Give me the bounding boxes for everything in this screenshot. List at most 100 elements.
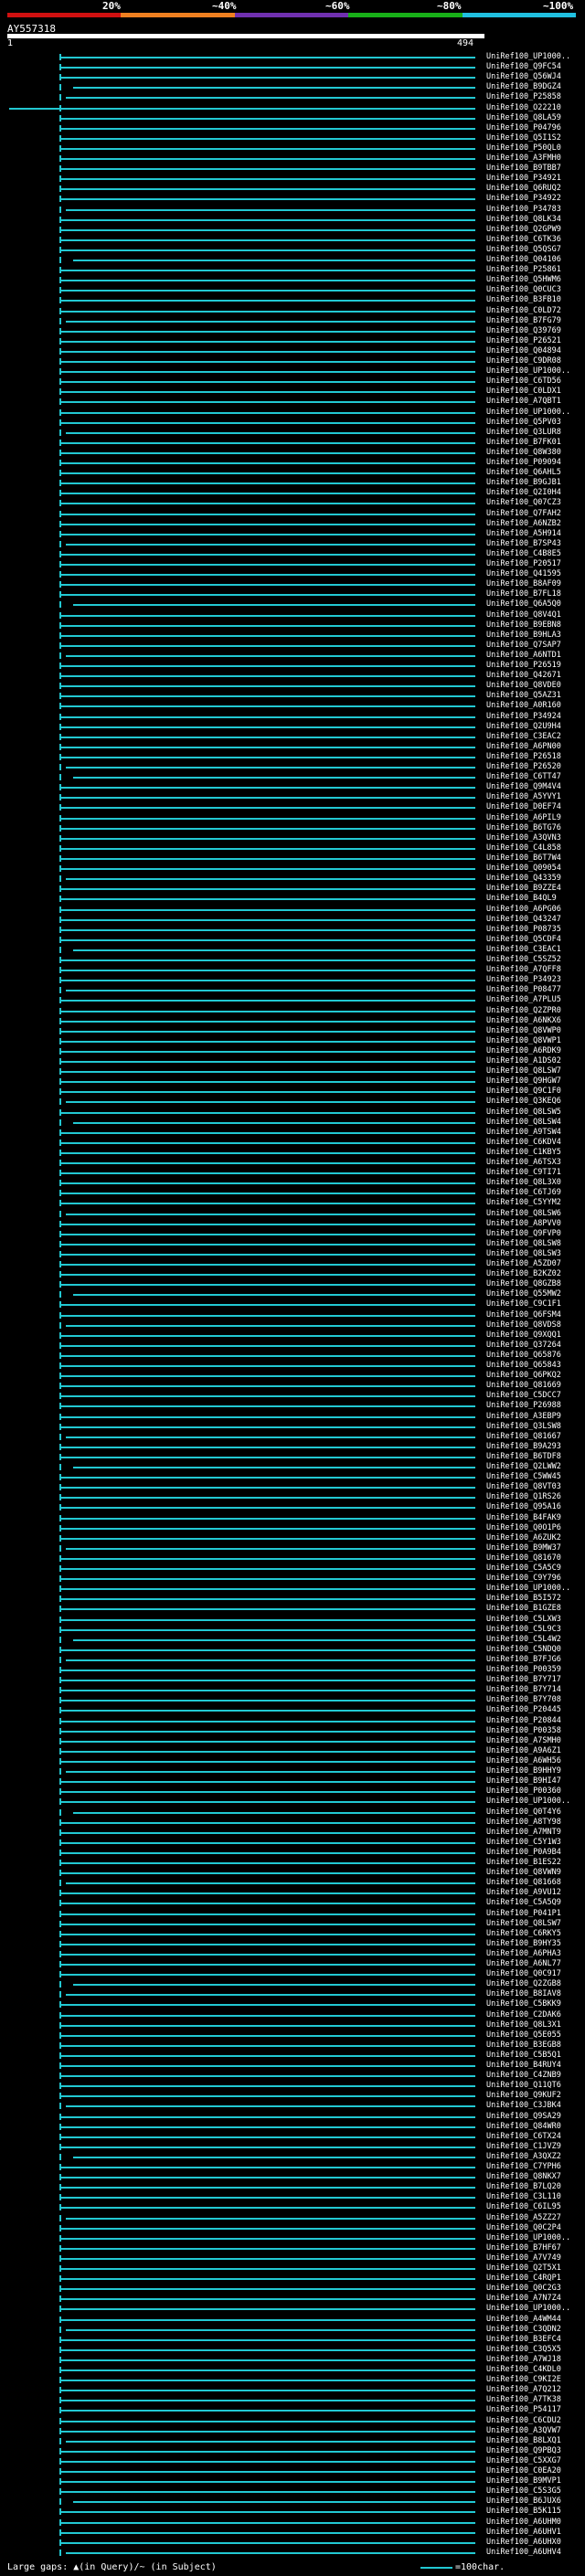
hit-label[interactable]: UniRef100_A7QFF8 — [486, 965, 561, 974]
hit-label[interactable]: UniRef100_P20445 — [486, 1705, 561, 1714]
hit-row[interactable]: UniRef100_A7V749 — [0, 2253, 585, 2264]
hit-row[interactable]: UniRef100_A6UHV1 — [0, 2528, 585, 2539]
hit-row[interactable]: UniRef100_Q2U9H4 — [0, 722, 585, 733]
hit-row[interactable]: UniRef100_A6ZUK2 — [0, 1533, 585, 1544]
hit-label[interactable]: UniRef100_Q65876 — [486, 1351, 561, 1360]
hit-label[interactable]: UniRef100_B9GJB1 — [486, 478, 561, 487]
hit-label[interactable]: UniRef100_Q43359 — [486, 874, 561, 883]
hit-label[interactable]: UniRef100_Q42671 — [486, 671, 561, 680]
hit-label[interactable]: UniRef100_Q8LSW5 — [486, 1108, 561, 1117]
hit-row[interactable]: UniRef100_C7YPH6 — [0, 2162, 585, 2173]
hit-label[interactable]: UniRef100_A3FMH0 — [486, 154, 561, 163]
hit-label[interactable]: UniRef100_P00360 — [486, 1786, 561, 1796]
hit-label[interactable]: UniRef100_B8LXQ1 — [486, 2436, 561, 2445]
hit-row[interactable]: UniRef100_B6TDF8 — [0, 1452, 585, 1463]
hit-label[interactable]: UniRef100_Q8LSW4 — [486, 1118, 561, 1127]
hit-row[interactable]: UniRef100_Q5HWM6 — [0, 275, 585, 286]
hit-row[interactable]: UniRef100_C9Y796 — [0, 1574, 585, 1585]
hit-label[interactable]: UniRef100_Q8V4Q1 — [486, 610, 561, 620]
hit-row[interactable]: UniRef100_B7SP43 — [0, 539, 585, 550]
hit-label[interactable]: UniRef100_C9KI2E — [486, 2375, 561, 2384]
hit-row[interactable]: UniRef100_C6TT47 — [0, 772, 585, 783]
hit-label[interactable]: UniRef100_A7SMH0 — [486, 1736, 561, 1745]
hit-label[interactable]: UniRef100_A6NKX6 — [486, 1016, 561, 1025]
hit-row[interactable]: UniRef100_Q04894 — [0, 346, 585, 357]
hit-row[interactable]: UniRef100_Q6A5Q0 — [0, 599, 585, 610]
hit-label[interactable]: UniRef100_C5L9C3 — [486, 1625, 561, 1634]
hit-row[interactable]: UniRef100_B7FL18 — [0, 589, 585, 600]
hit-row[interactable]: UniRef100_Q55MW2 — [0, 1289, 585, 1300]
hit-row[interactable]: UniRef100_Q81669 — [0, 1381, 585, 1392]
hit-label[interactable]: UniRef100_P041P1 — [486, 1909, 561, 1918]
hit-label[interactable]: UniRef100_P54117 — [486, 2405, 561, 2414]
hit-label[interactable]: UniRef100_C5SZ52 — [486, 955, 561, 964]
hit-row[interactable]: UniRef100_A3QVW7 — [0, 2426, 585, 2437]
hit-label[interactable]: UniRef100_Q5E055 — [486, 2030, 561, 2040]
hit-row[interactable]: UniRef100_Q8LSW5 — [0, 1108, 585, 1118]
hit-label[interactable]: UniRef100_B1GZE8 — [486, 1604, 561, 1613]
hit-label[interactable]: UniRef100_C5DCC7 — [486, 1391, 561, 1400]
hit-label[interactable]: UniRef100_A0R160 — [486, 701, 561, 710]
hit-label[interactable]: UniRef100_A1DS02 — [486, 1056, 561, 1065]
hit-label[interactable]: UniRef100_UP1000.. — [486, 366, 571, 376]
hit-row[interactable]: UniRef100_A7QFF8 — [0, 965, 585, 976]
hit-label[interactable]: UniRef100_Q81669 — [486, 1381, 561, 1390]
hit-row[interactable]: UniRef100_P26518 — [0, 752, 585, 763]
hit-row[interactable]: UniRef100_P34923 — [0, 975, 585, 986]
hit-row[interactable]: UniRef100_Q8GZB8 — [0, 1279, 585, 1290]
hit-row[interactable]: UniRef100_C5S3G5 — [0, 2486, 585, 2497]
hit-label[interactable]: UniRef100_B9MW37 — [486, 1543, 561, 1553]
hit-label[interactable]: UniRef100_Q8LA59 — [486, 113, 561, 122]
hit-label[interactable]: UniRef100_B7Y714 — [486, 1685, 561, 1694]
hit-row[interactable]: UniRef100_Q6FSM4 — [0, 1310, 585, 1321]
hit-label[interactable]: UniRef100_C3L110 — [486, 2192, 561, 2201]
hit-label[interactable]: UniRef100_P00358 — [486, 1726, 561, 1735]
hit-label[interactable]: UniRef100_A5ZZ27 — [486, 2213, 561, 2222]
hit-label[interactable]: UniRef100_A5H914 — [486, 529, 561, 538]
hit-label[interactable]: UniRef100_C5L4W2 — [486, 1635, 561, 1644]
hit-label[interactable]: UniRef100_A6WH56 — [486, 1756, 561, 1765]
hit-label[interactable]: UniRef100_C5A5C9 — [486, 1564, 561, 1573]
hit-label[interactable]: UniRef100_C9Y796 — [486, 1574, 561, 1583]
hit-label[interactable]: UniRef100_B9EBN8 — [486, 620, 561, 630]
hit-label[interactable]: UniRef100_C6IL95 — [486, 2202, 561, 2211]
hit-row[interactable]: UniRef100_Q5E055 — [0, 2030, 585, 2041]
hit-label[interactable]: UniRef100_Q56WJ4 — [486, 72, 561, 81]
hit-row[interactable]: UniRef100_Q43247 — [0, 915, 585, 926]
hit-label[interactable]: UniRef100_Q9FC54 — [486, 62, 561, 71]
hit-row[interactable]: UniRef100_Q9PBQ3 — [0, 2446, 585, 2457]
hit-row[interactable]: UniRef100_B7FK01 — [0, 438, 585, 449]
hit-row[interactable]: UniRef100_B9EBN8 — [0, 620, 585, 631]
hit-label[interactable]: UniRef100_B5I572 — [486, 1594, 561, 1603]
hit-label[interactable]: UniRef100_O22210 — [486, 103, 561, 112]
hit-label[interactable]: UniRef100_P20517 — [486, 559, 561, 568]
hit-row[interactable]: UniRef100_C6RKY5 — [0, 1929, 585, 1940]
hit-label[interactable]: UniRef100_A3QVN3 — [486, 833, 561, 843]
hit-label[interactable]: UniRef100_P08735 — [486, 925, 561, 934]
hit-row[interactable]: UniRef100_P20517 — [0, 559, 585, 570]
hit-label[interactable]: UniRef100_A7PLU5 — [486, 995, 561, 1004]
hit-label[interactable]: UniRef100_P08477 — [486, 985, 561, 994]
hit-row[interactable]: UniRef100_B8AF09 — [0, 579, 585, 590]
hit-label[interactable]: UniRef100_B9DGZ4 — [486, 82, 561, 91]
hit-label[interactable]: UniRef100_Q6FSM4 — [486, 1310, 561, 1320]
hit-row[interactable]: UniRef100_A6UHM0 — [0, 2518, 585, 2528]
hit-row[interactable]: UniRef100_Q9SA29 — [0, 2112, 585, 2123]
hit-row[interactable]: UniRef100_C4RQP1 — [0, 2274, 585, 2284]
hit-row[interactable]: UniRef100_Q37264 — [0, 1341, 585, 1352]
hit-row[interactable]: UniRef100_Q0C2P4 — [0, 2223, 585, 2234]
hit-label[interactable]: UniRef100_Q39769 — [486, 326, 561, 335]
hit-label[interactable]: UniRef100_Q04106 — [486, 255, 561, 264]
hit-label[interactable]: UniRef100_D0EF74 — [486, 802, 561, 811]
hit-row[interactable]: UniRef100_A6WH56 — [0, 1756, 585, 1767]
hit-row[interactable]: UniRef100_B9MW37 — [0, 1543, 585, 1554]
hit-row[interactable]: UniRef100_C4B8E5 — [0, 549, 585, 560]
hit-row[interactable]: UniRef100_UP1000.. — [0, 366, 585, 377]
hit-row[interactable]: UniRef100_A6NL77 — [0, 1959, 585, 1970]
hit-label[interactable]: UniRef100_C6RKY5 — [486, 1929, 561, 1938]
hit-label[interactable]: UniRef100_Q43247 — [486, 915, 561, 924]
hit-row[interactable]: UniRef100_C3Q5X5 — [0, 2345, 585, 2356]
hit-row[interactable]: UniRef100_P09094 — [0, 458, 585, 469]
hit-label[interactable]: UniRef100_A5YVY1 — [486, 792, 561, 801]
hit-row[interactable]: UniRef100_C4KDL0 — [0, 2365, 585, 2376]
